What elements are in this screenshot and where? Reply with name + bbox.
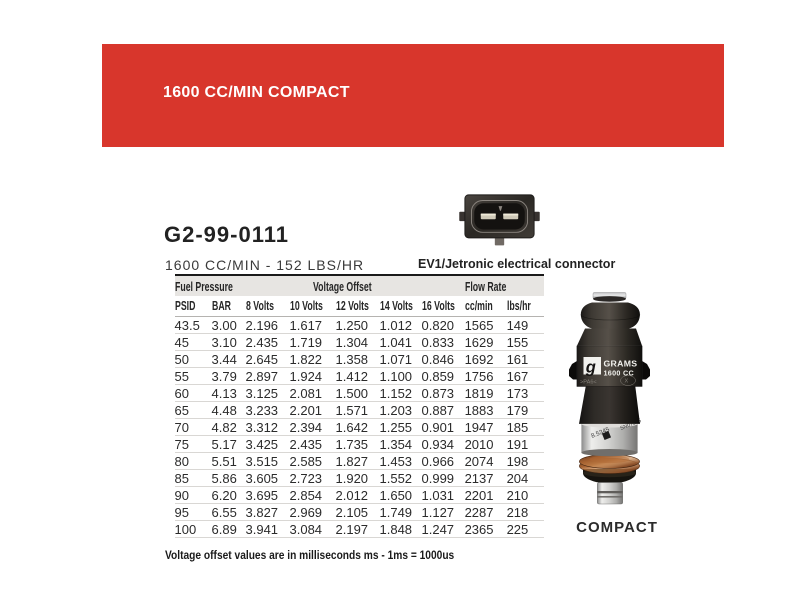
svg-text:X: X: [625, 379, 629, 385]
svg-text:1600 CC: 1600 CC: [604, 368, 634, 377]
svg-text:>PA6<: >PA6<: [580, 380, 597, 386]
svg-text:GRAMS: GRAMS: [604, 359, 638, 369]
svg-text:g: g: [585, 358, 596, 376]
